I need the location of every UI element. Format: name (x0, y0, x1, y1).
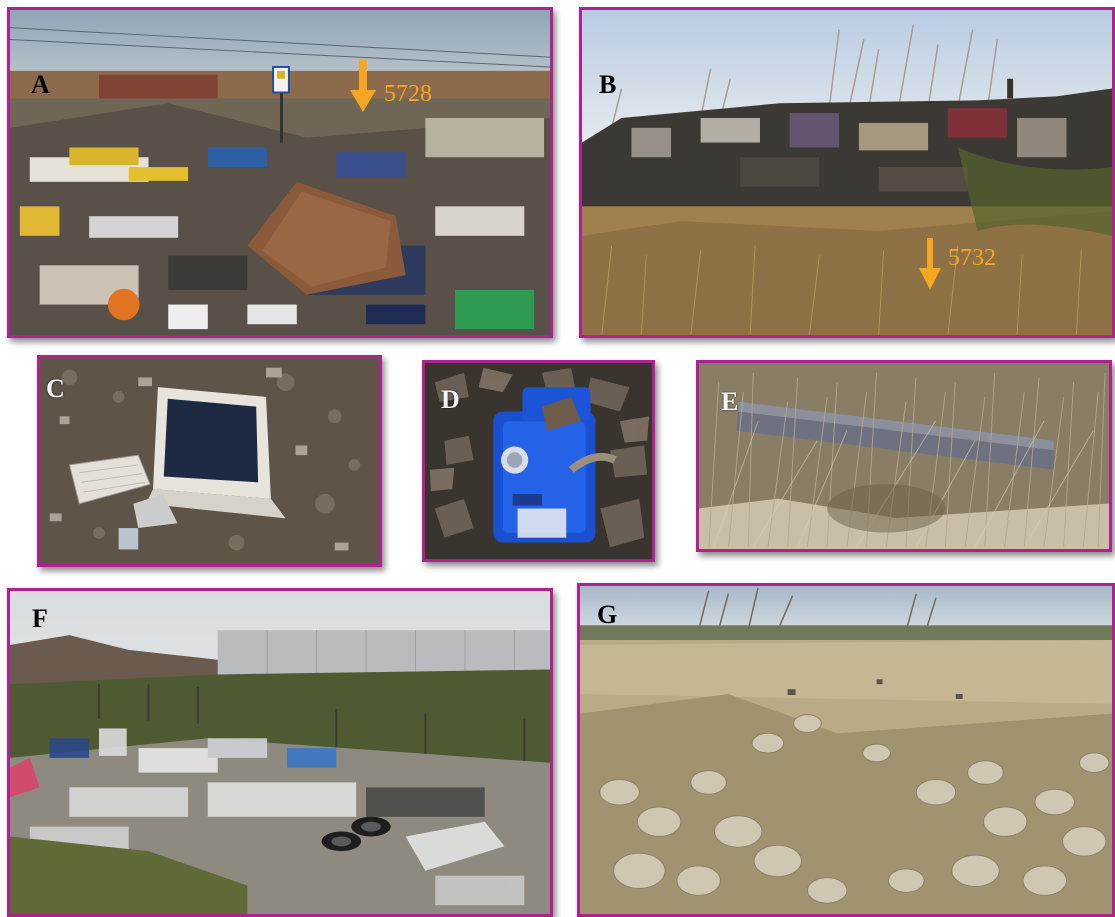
arrow-down-icon (919, 238, 941, 290)
panel-label: B (599, 70, 617, 99)
photo-panel-d: D (422, 360, 655, 562)
dump-photo-g (580, 586, 1112, 914)
dump-photo-a (10, 10, 550, 335)
dump-photo-d (425, 363, 652, 559)
location-marker-label: 5728 (384, 81, 432, 107)
dump-photo-b (582, 10, 1112, 335)
arrow-down-icon (350, 60, 376, 112)
panel-label: F (32, 604, 48, 633)
dump-photo-c (40, 358, 379, 564)
photo-panel-g: G (577, 583, 1115, 917)
panel-label: C (46, 374, 65, 403)
photo-panel-e: E (696, 360, 1112, 552)
dump-photo-e (699, 363, 1109, 549)
photo-panel-f: F (7, 588, 553, 917)
panel-label: D (441, 385, 460, 414)
photo-panel-a: A 5728 (7, 7, 553, 338)
location-marker-label: 5732 (948, 245, 996, 271)
photo-panel-c: C (37, 355, 382, 567)
photo-panel-b: B 5732 (579, 7, 1115, 338)
dump-photo-f (10, 591, 550, 914)
panel-label: A (31, 70, 50, 99)
panel-label: E (721, 387, 739, 416)
panel-label: G (597, 600, 618, 629)
